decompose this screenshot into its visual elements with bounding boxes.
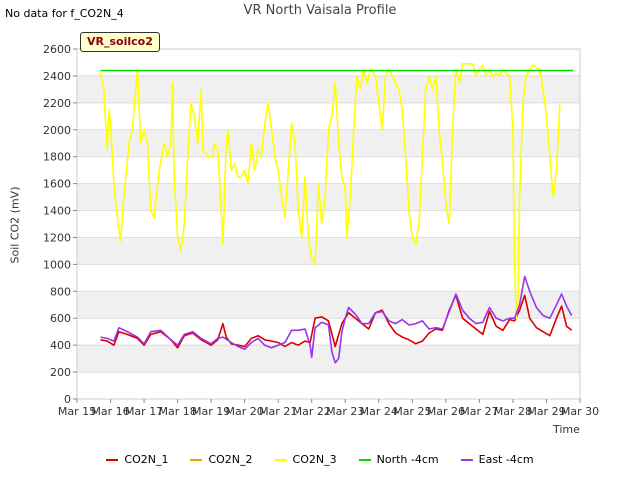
y-axis-label: Soil CO2 (mV) [8, 186, 22, 264]
y-tick-label: 2600 [43, 43, 71, 56]
y-tick-label: 1200 [43, 231, 71, 244]
y-tick-label: 1600 [43, 178, 71, 191]
chart-title: VR North Vaisala Profile [243, 3, 397, 18]
y-tick-label: 0 [64, 393, 71, 406]
x-tick-label: Mar 15 [58, 405, 96, 418]
x-axis-label: Time [553, 423, 580, 436]
legend-swatch-co2n-2 [190, 458, 203, 461]
legend-swatch-co2n-1 [106, 458, 119, 461]
no-data-notice: No data for f_CO2N_4 [5, 7, 124, 20]
plot-frame [76, 48, 581, 400]
legend-item-north-4cm[interactable]: North -4cm [358, 453, 439, 466]
x-tick-label: Mar 27 [460, 405, 498, 418]
x-tick-label: Mar 25 [393, 405, 431, 418]
legend-item-co2n-3[interactable]: CO2N_3 [274, 453, 337, 466]
legend-label-co2n-1: CO2N_1 [124, 453, 169, 466]
legend-label-co2n-3: CO2N_3 [292, 453, 337, 466]
plot-band [77, 291, 580, 319]
legend-label-east-4cm: East -4cm [478, 453, 534, 466]
series-group [99, 62, 574, 364]
legend-swatch-north-4cm [358, 458, 371, 461]
series-line-co2n-3 [99, 62, 561, 320]
x-tick-label: Mar 17 [125, 405, 163, 418]
site-badge: VR_soilco2 [80, 32, 160, 52]
x-tick-label: Mar 21 [259, 405, 297, 418]
x-tick-label: Mar 22 [293, 405, 331, 418]
y-tick-label: 1800 [43, 151, 71, 164]
x-tick-label: Mar 19 [192, 405, 230, 418]
y-tick-label: 1000 [43, 258, 71, 271]
plot-band [77, 183, 580, 211]
plot-band [77, 345, 580, 373]
legend-label-north-4cm: North -4cm [376, 453, 439, 466]
legend-swatch-co2n-3 [274, 458, 287, 461]
y-axis: 0 200 400 600 800 1000 1200 1400 1600 1800 2000 220… [43, 43, 77, 406]
x-tick-label: Mar 29 [527, 405, 565, 418]
y-tick-label: 600 [50, 312, 71, 325]
legend-item-co2n-2[interactable]: CO2N_2 [190, 453, 253, 466]
x-tick-label: Mar 30 [561, 405, 599, 418]
y-tick-label: 2400 [43, 70, 71, 83]
x-tick-label: Mar 26 [427, 405, 465, 418]
legend-label-co2n-2: CO2N_2 [208, 453, 253, 466]
series-line-east-4cm [100, 275, 573, 364]
x-tick-label: Mar 16 [91, 405, 129, 418]
legend-swatch-east-4cm [460, 458, 473, 461]
x-tick-label: Mar 18 [158, 405, 196, 418]
legend-item-co2n-1[interactable]: CO2N_1 [106, 453, 168, 466]
x-tick-label: Mar 23 [326, 405, 364, 418]
legend: CO2N_1 CO2N_2 CO2N_3 North -4cm East -4c… [0, 453, 640, 466]
x-tick-label: Mar 28 [494, 405, 532, 418]
y-tick-label: 2200 [43, 97, 71, 110]
x-tick-label: Mar 24 [360, 405, 398, 418]
y-tick-label: 200 [50, 366, 71, 379]
y-tick-label: 1400 [43, 205, 71, 218]
x-tick-label: Mar 20 [226, 405, 264, 418]
legend-item-east-4cm[interactable]: East -4cm [460, 453, 534, 466]
y-tick-label: 2000 [43, 124, 71, 137]
y-tick-label: 400 [50, 339, 71, 352]
plot-band [77, 237, 580, 265]
plot-band [77, 75, 580, 103]
y-tick-label: 800 [50, 285, 71, 298]
